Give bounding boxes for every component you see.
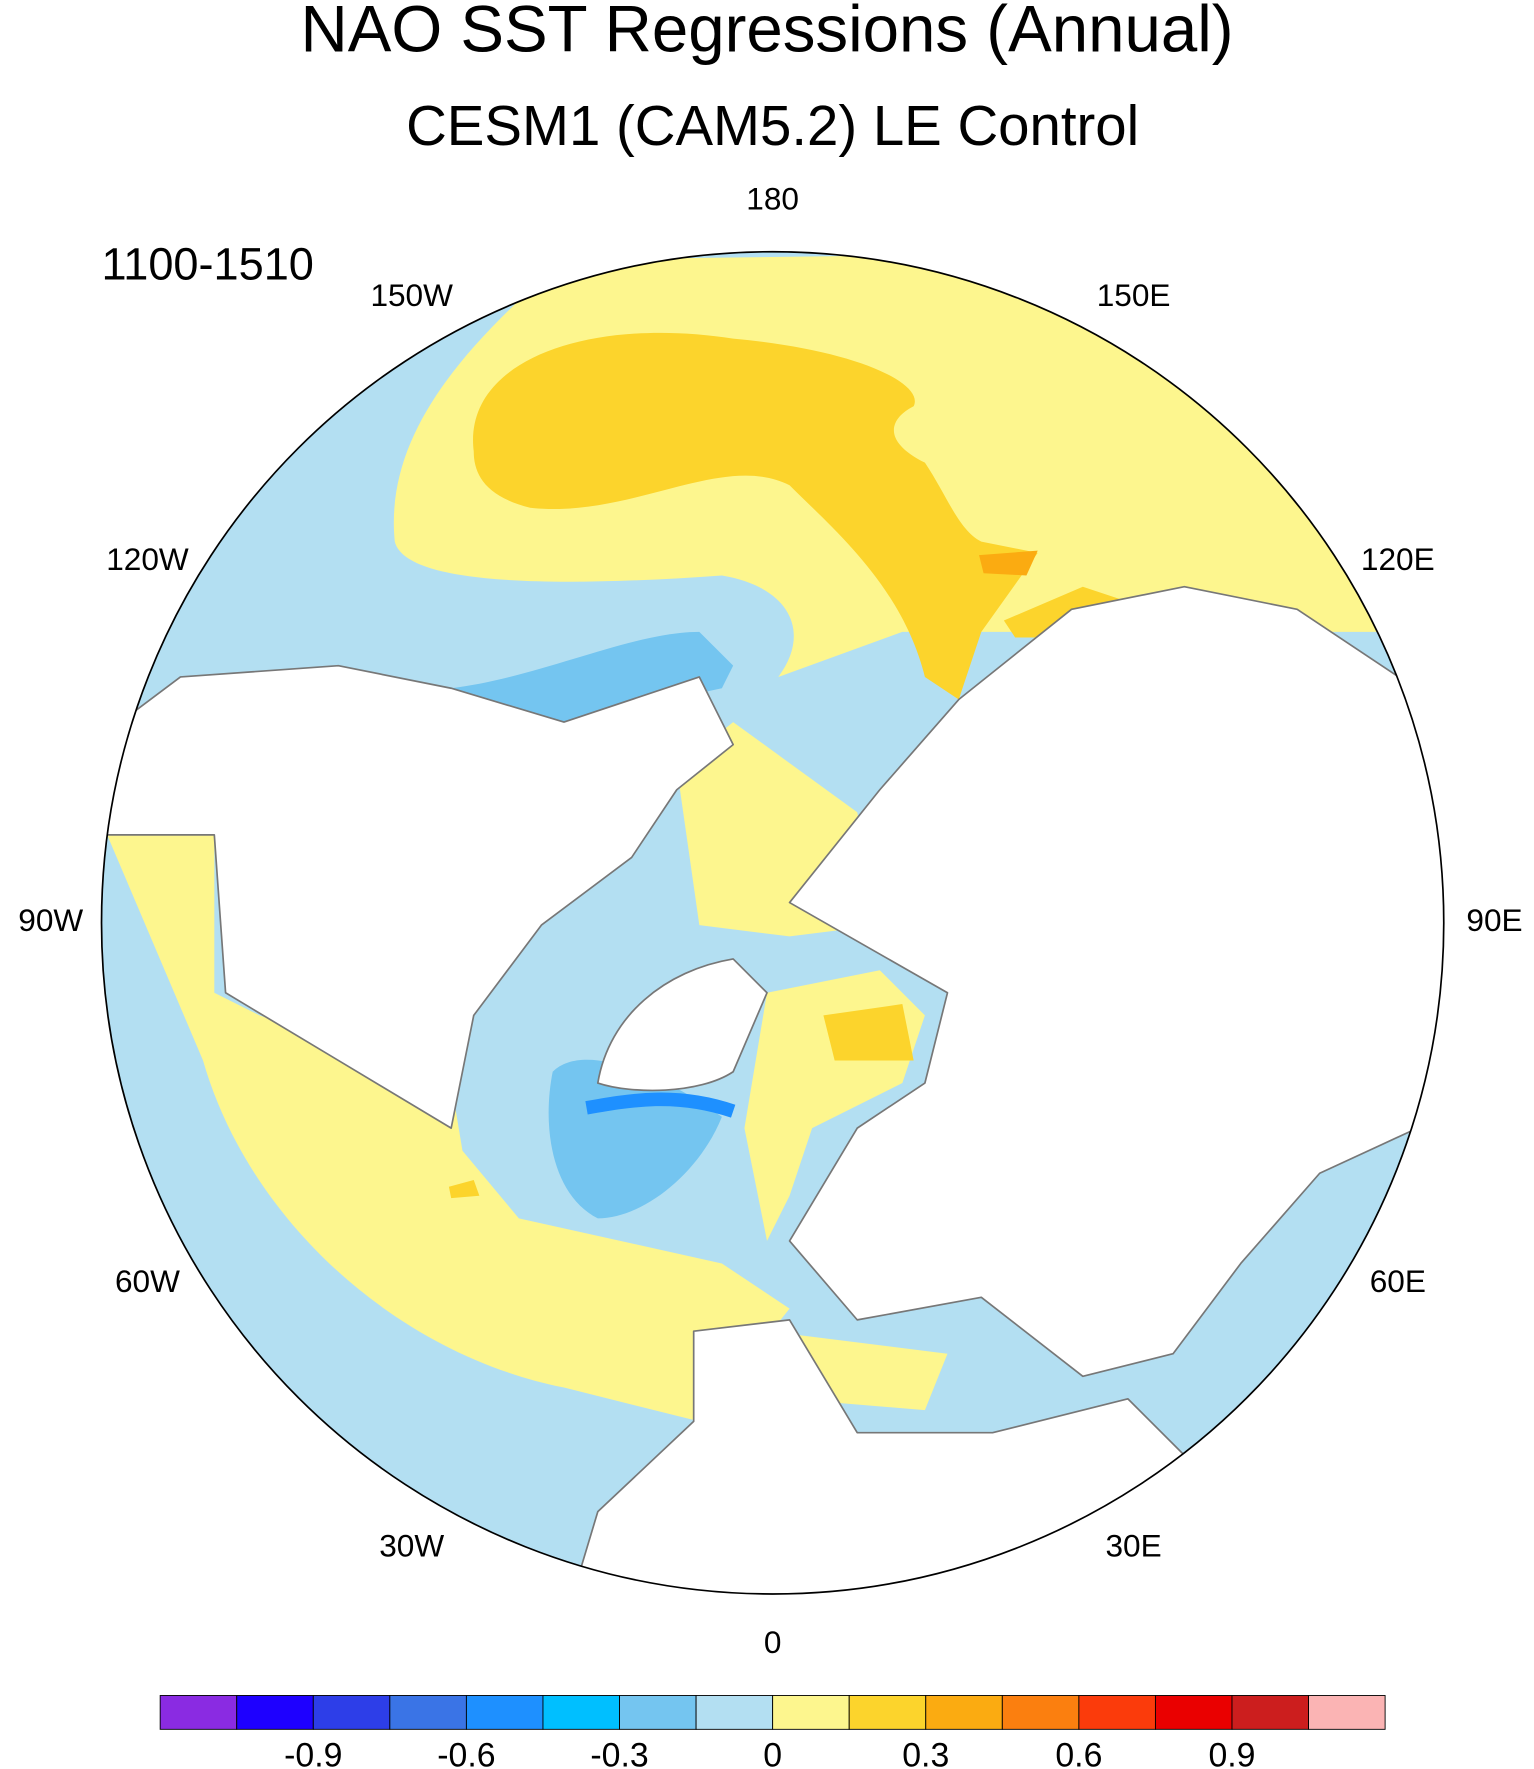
colorbar-box	[1154, 1695, 1233, 1730]
colorbar-box	[1308, 1695, 1386, 1730]
atlantic-positive	[107, 834, 790, 1422]
longitude-label: 180	[746, 180, 799, 216]
map	[101, 251, 1444, 1594]
colorbar-box	[619, 1695, 697, 1730]
colorbar-box	[925, 1695, 1003, 1730]
longitude-label: 120W	[106, 541, 189, 577]
colorbar-tick-label: 0.6	[1055, 1736, 1102, 1769]
colorbar-tick-label: -0.3	[590, 1736, 648, 1769]
colorbar-box	[1231, 1695, 1310, 1730]
colorbar-box	[695, 1695, 774, 1730]
title: NAO SST Regressions (Annual)	[300, 0, 1233, 65]
colorbar-tick-label: 0	[763, 1736, 782, 1769]
eurasia	[788, 585, 1444, 1378]
longitude-label: 60W	[115, 1263, 180, 1299]
greenland-coast-negative	[585, 1092, 736, 1118]
longitude-label: 90E	[1466, 902, 1522, 938]
colorbar-box	[465, 1695, 544, 1730]
map-border	[100, 250, 1445, 1595]
longitude-label: 60E	[1370, 1263, 1426, 1299]
colorbar-box	[1001, 1695, 1080, 1730]
longitude-label: 150E	[1097, 277, 1171, 313]
colorbar-box	[159, 1695, 238, 1730]
colorbar-tick-label: 0.9	[1208, 1736, 1255, 1769]
longitude-label: 120E	[1361, 541, 1435, 577]
period-label: 1100-1510	[102, 238, 314, 289]
colorbar-box	[772, 1695, 850, 1730]
colorbar-tick-label: -0.6	[437, 1736, 495, 1769]
longitude-label: 30E	[1105, 1527, 1161, 1563]
colorbar-box	[312, 1695, 391, 1730]
longitude-label: 150W	[370, 277, 453, 313]
nordic-strong-positive	[823, 1004, 914, 1061]
colorbar-box	[1078, 1695, 1156, 1730]
longitude-label: 0	[764, 1624, 782, 1660]
colorbar-box	[542, 1695, 620, 1730]
subtitle: CESM1 (CAM5.2) LE Control	[406, 94, 1139, 157]
atlantic-spot	[448, 1180, 480, 1199]
longitude-label: 30W	[379, 1527, 444, 1563]
longitude-label: 90W	[18, 902, 83, 938]
colorbar-box	[389, 1695, 467, 1730]
colorbar-tick-label: 0.3	[902, 1736, 949, 1769]
greenland	[596, 958, 768, 1092]
north-america	[101, 664, 735, 1129]
colorbar-box	[848, 1695, 927, 1730]
colorbar-box	[236, 1695, 314, 1730]
colorbar-tick-label: -0.9	[284, 1736, 342, 1769]
pacific-strong-positive	[473, 332, 1038, 700]
pacific-orange	[979, 550, 1038, 576]
